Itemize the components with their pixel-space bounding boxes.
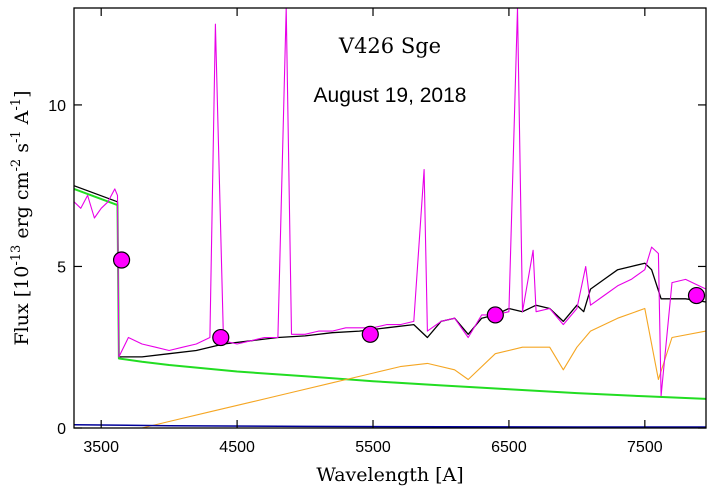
y-tick-label: 0: [57, 421, 66, 438]
y-tick-label: 5: [57, 259, 66, 276]
x-tick-label: 4500: [219, 439, 255, 456]
chart-title: V426 Sge: [338, 34, 441, 58]
x-tick-label: 5500: [355, 439, 391, 456]
x-axis-title: Wavelength [A]: [316, 464, 463, 486]
x-tick-label: 6500: [491, 439, 527, 456]
x-tick-label: 3500: [83, 439, 119, 456]
ticks-layer: 3500 4500 5500 6500 7500 0 5 10: [48, 8, 706, 456]
photometry-point: [212, 328, 230, 347]
series-line-nebular-continuum: [74, 187, 706, 400]
photometry-point: [687, 286, 706, 305]
series-line-giant: [141, 307, 706, 428]
photometry-point: [486, 306, 504, 324]
series-layer: [74, 8, 706, 428]
photometry-point: [361, 325, 379, 343]
y-tick-label: 10: [48, 98, 66, 115]
x-tick-label: 7500: [627, 439, 663, 456]
series-line-observed: [74, 8, 706, 397]
chart-subtitle: August 19, 2018: [314, 84, 467, 107]
plot-frame: [73, 7, 707, 429]
photometry-point: [112, 251, 131, 269]
y-axis-title: Flux [10-13 erg cm-2 s-1 A-1]: [9, 90, 33, 345]
